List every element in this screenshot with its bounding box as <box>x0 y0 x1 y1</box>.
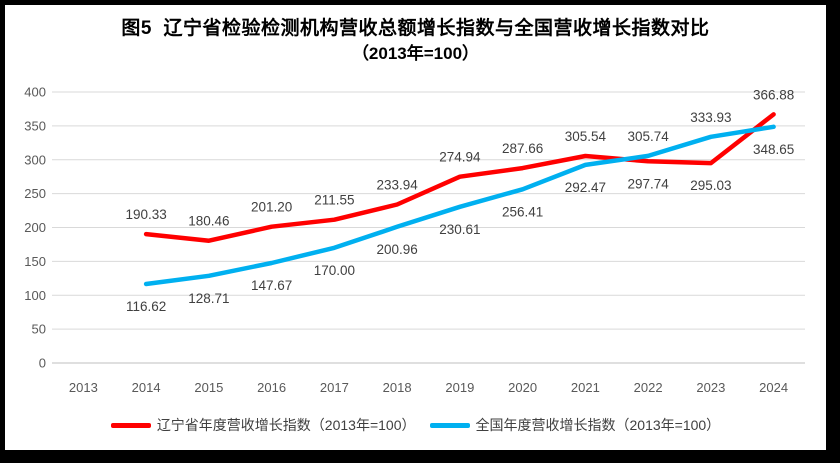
data-label: 287.66 <box>502 141 543 156</box>
data-label: 366.88 <box>753 87 794 102</box>
legend-swatch-national-line <box>429 422 470 428</box>
data-label: 180.46 <box>188 214 229 229</box>
x-tick-label: 2016 <box>257 380 286 395</box>
x-tick-label: 2013 <box>69 380 98 395</box>
data-label: 274.94 <box>439 150 481 165</box>
y-tick-label: 400 <box>24 85 46 100</box>
legend-item-liaoning: 辽宁省年度营收增长指数（2013年=100） <box>110 415 416 435</box>
data-label: 147.67 <box>251 278 292 293</box>
data-label: 297.74 <box>627 176 669 191</box>
series-line-liaoning <box>143 112 776 243</box>
chart-legend: 辽宁省年度营收增长指数（2013年=100） 全国年度营收增长指数（2013年=… <box>5 415 826 435</box>
chart-subtitle: （2013年=100） <box>351 44 480 63</box>
legend-item-national: 全国年度营收增长指数（2013年=100） <box>429 415 721 435</box>
y-tick-label: 50 <box>32 322 46 337</box>
data-label: 116.62 <box>126 299 166 314</box>
x-tick-label: 2021 <box>571 380 600 395</box>
data-label: 201.20 <box>251 200 292 215</box>
data-label: 233.94 <box>376 178 418 193</box>
x-tick-label: 2017 <box>320 380 349 395</box>
x-tick-label: 2020 <box>508 380 537 395</box>
data-label: 295.03 <box>690 178 731 193</box>
legend-swatch-liaoning-line <box>110 422 151 428</box>
data-label: 190.33 <box>125 207 166 222</box>
x-tick-label: 2019 <box>445 380 474 395</box>
x-tick-label: 2018 <box>383 380 412 395</box>
y-tick-label: 0 <box>39 356 46 371</box>
x-tick-label: 2023 <box>696 380 725 395</box>
data-label: 292.47 <box>565 180 606 195</box>
series-line-national <box>143 124 776 287</box>
data-label: 211.55 <box>314 193 354 208</box>
y-tick-label: 350 <box>24 118 46 133</box>
y-tick-label: 100 <box>24 288 46 303</box>
x-tick-label: 2022 <box>634 380 663 395</box>
data-label: 230.61 <box>439 222 480 237</box>
data-label: 305.54 <box>565 129 607 144</box>
data-label: 170.00 <box>314 263 355 278</box>
data-label: 305.74 <box>627 129 669 144</box>
data-label: 200.96 <box>376 242 417 257</box>
y-tick-label: 150 <box>24 254 46 269</box>
y-tick-label: 300 <box>24 152 46 167</box>
y-tick-label: 250 <box>24 186 46 201</box>
chart-title: 图5 辽宁省检验检测机构营收总额增长指数与全国营收增长指数对比 <box>121 18 710 39</box>
x-tick-label: 2014 <box>132 380 161 395</box>
x-tick-label: 2024 <box>759 380 788 395</box>
legend-label-national: 全国年度营收增长指数（2013年=100） <box>475 417 721 433</box>
legend-label-liaoning: 辽宁省年度营收增长指数（2013年=100） <box>156 417 416 433</box>
x-tick-label: 2015 <box>194 380 223 395</box>
data-label: 256.41 <box>502 204 543 219</box>
data-label: 348.65 <box>753 142 794 157</box>
y-tick-label: 200 <box>24 220 46 235</box>
data-label: 128.71 <box>188 291 229 306</box>
data-label: 333.93 <box>690 110 731 125</box>
